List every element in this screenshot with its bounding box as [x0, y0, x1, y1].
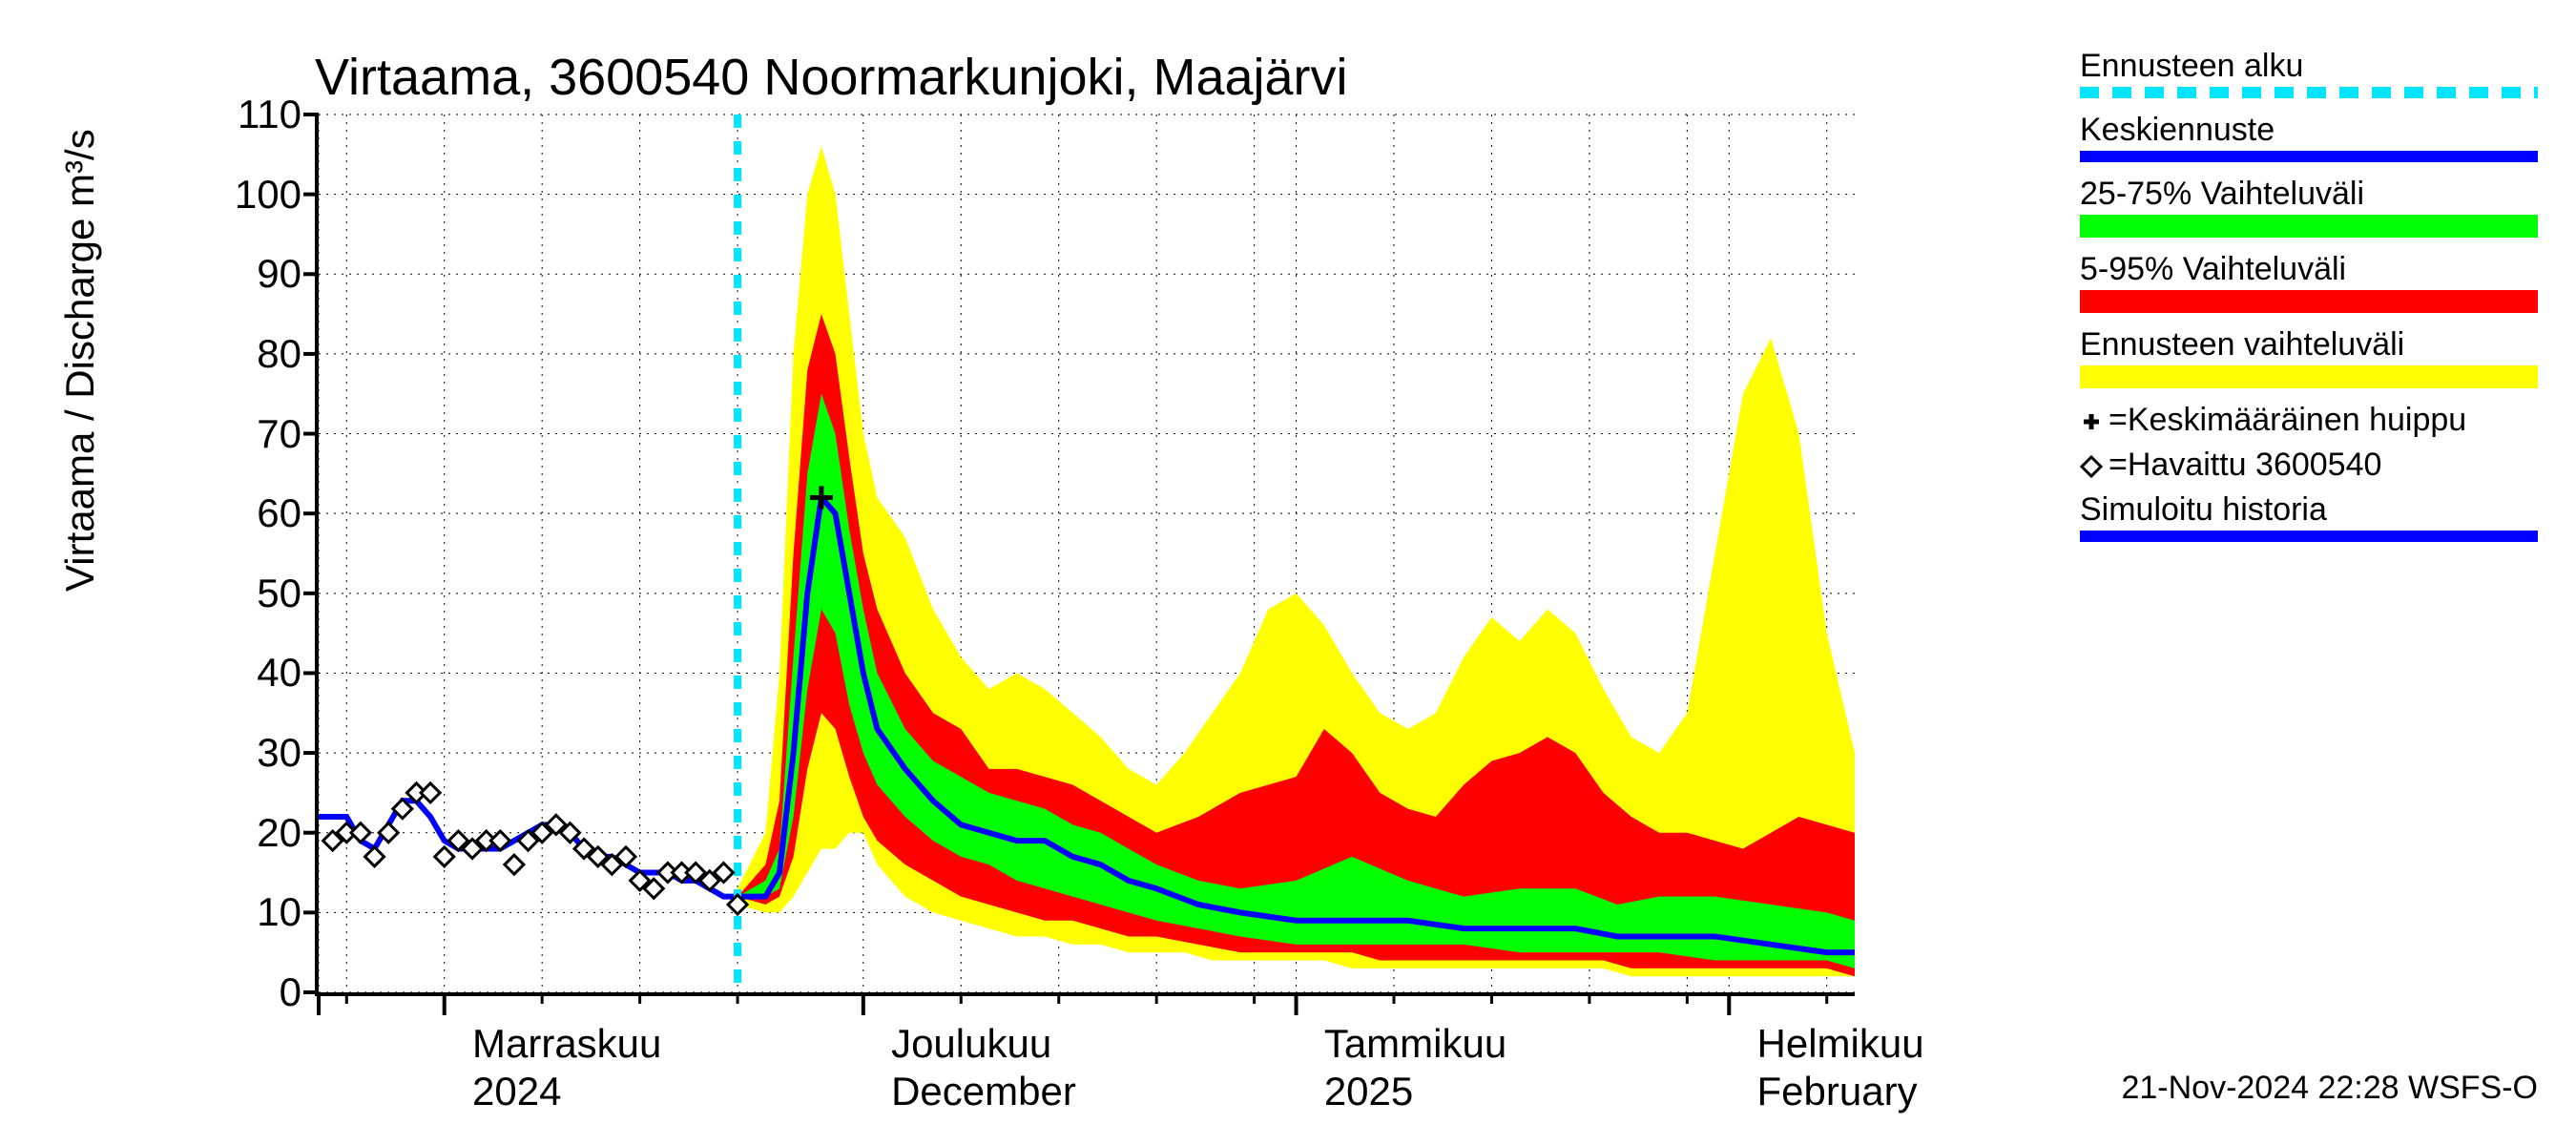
y-axis-label: Virtaama / Discharge m³/s	[57, 129, 103, 592]
x-month-sublabel: 2025	[1324, 1069, 1413, 1114]
y-tick-label: 80	[257, 331, 301, 377]
legend-swatch	[2080, 151, 2538, 162]
y-tick-label: 30	[257, 730, 301, 776]
x-month-sublabel: 2024	[472, 1069, 561, 1114]
legend-label: Simuloitu historia	[2080, 491, 2538, 529]
y-tick-label: 50	[257, 571, 301, 616]
legend-item: 5-95% Vaihteluväli	[2080, 251, 2538, 313]
y-tick-label: 0	[280, 969, 301, 1015]
legend-label: Ennusteen vaihteluväli	[2080, 326, 2538, 364]
legend-item: 25-75% Vaihteluväli	[2080, 176, 2538, 238]
x-month-label: Tammikuu	[1324, 1021, 1506, 1067]
legend-label: 5-95% Vaihteluväli	[2080, 251, 2538, 288]
y-tick-label: 100	[235, 172, 301, 218]
chart-title: Virtaama, 3600540 Noormarkunjoki, Maajär…	[315, 48, 1348, 107]
chart-svg	[319, 114, 1855, 992]
legend-item: Keskiennuste	[2080, 112, 2538, 162]
y-tick-label: 10	[257, 889, 301, 935]
legend-item: =Keskimääräinen huippu	[2080, 402, 2538, 439]
y-tick-label: 60	[257, 490, 301, 536]
legend-label: 25-75% Vaihteluväli	[2080, 176, 2538, 213]
y-tick-label: 70	[257, 411, 301, 457]
legend-item: Ennusteen vaihteluväli	[2080, 326, 2538, 388]
y-tick-label: 90	[257, 251, 301, 297]
footer-timestamp: 21-Nov-2024 22:28 WSFS-O	[2121, 1070, 2538, 1107]
chart-container: Virtaama, 3600540 Noormarkunjoki, Maajär…	[0, 0, 2576, 1145]
legend-item: Simuloitu historia	[2080, 491, 2538, 542]
plot-area: 0102030405060708090100110Marraskuu2024Jo…	[315, 114, 1855, 996]
plus-icon	[2080, 402, 2109, 439]
legend-label: Keskiennuste	[2080, 112, 2538, 149]
diamond-icon	[2080, 447, 2109, 484]
legend-swatch	[2080, 365, 2538, 388]
legend-swatch	[2080, 290, 2538, 313]
y-tick-label: 20	[257, 810, 301, 856]
x-month-label: Joulukuu	[891, 1021, 1051, 1067]
legend-swatch	[2080, 87, 2538, 98]
x-month-label: Marraskuu	[472, 1021, 661, 1067]
legend-label: =Keskimääräinen huippu	[2109, 402, 2466, 438]
legend: Ennusteen alku Keskiennuste 25-75% Vaihtel…	[2080, 48, 2538, 555]
legend-label: =Havaittu 3600540	[2109, 447, 2381, 483]
legend-swatch	[2080, 531, 2538, 542]
x-month-sublabel: December	[891, 1069, 1076, 1114]
legend-swatch	[2080, 215, 2538, 238]
x-month-sublabel: February	[1757, 1069, 1918, 1114]
y-tick-label: 40	[257, 650, 301, 696]
legend-item: =Havaittu 3600540	[2080, 447, 2538, 484]
y-tick-label: 110	[238, 92, 301, 137]
legend-item: Ennusteen alku	[2080, 48, 2538, 98]
x-month-label: Helmikuu	[1757, 1021, 1924, 1067]
legend-label: Ennusteen alku	[2080, 48, 2538, 85]
